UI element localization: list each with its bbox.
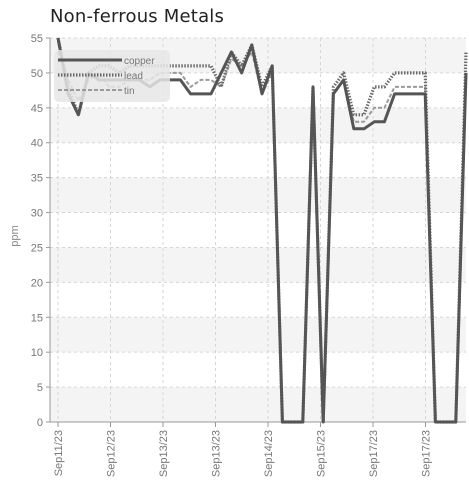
legend-label-copper: copper xyxy=(124,56,155,67)
x-tick-labels: Sep11/23 Sep12/23 Sep13/23 Sep13/23 Sep14/23… xyxy=(53,422,433,477)
axes xyxy=(49,38,466,423)
legend-label-lead: lead xyxy=(124,71,143,82)
y-tick-label: 50 xyxy=(31,68,43,80)
grid-band xyxy=(50,177,466,213)
y-tick-label: 30 xyxy=(31,208,43,220)
grid-band xyxy=(50,247,466,283)
y-tick-label: 15 xyxy=(31,312,43,324)
y-tick-label: 40 xyxy=(31,138,43,150)
x-tick-label: Sep14/23 xyxy=(263,430,275,477)
y-tick-label: 55 xyxy=(31,33,43,45)
x-tick-label: Sep13/23 xyxy=(211,430,223,477)
legend: copper lead tin xyxy=(54,50,170,102)
legend-label-tin: tin xyxy=(124,86,135,97)
grid-band xyxy=(50,317,466,353)
x-tick-label: Sep15/23 xyxy=(316,430,328,477)
x-tick-label: Sep17/23 xyxy=(368,430,380,477)
grid-lines xyxy=(50,37,466,423)
grid-band xyxy=(50,387,466,422)
y-tick-label: 20 xyxy=(31,277,43,289)
y-tick-label: 5 xyxy=(37,382,43,394)
y-tick-labels: 0 5 10 15 20 25 30 35 40 45 50 55 xyxy=(31,33,50,429)
x-tick-label: Sep17/23 xyxy=(421,430,433,477)
grid-band xyxy=(50,107,466,143)
y-axis-label: ppm xyxy=(9,225,21,246)
y-tick-label: 35 xyxy=(31,173,43,185)
y-tick-label: 45 xyxy=(31,103,43,115)
x-tick-label: Sep11/23 xyxy=(53,430,65,476)
x-tick-label: Sep13/23 xyxy=(158,430,170,477)
x-tick-label: Sep12/23 xyxy=(106,430,118,477)
y-tick-label: 25 xyxy=(31,242,43,254)
chart-title: Non-ferrous Metals xyxy=(50,6,225,27)
y-tick-label: 10 xyxy=(31,347,43,359)
y-tick-label: 0 xyxy=(37,417,43,429)
